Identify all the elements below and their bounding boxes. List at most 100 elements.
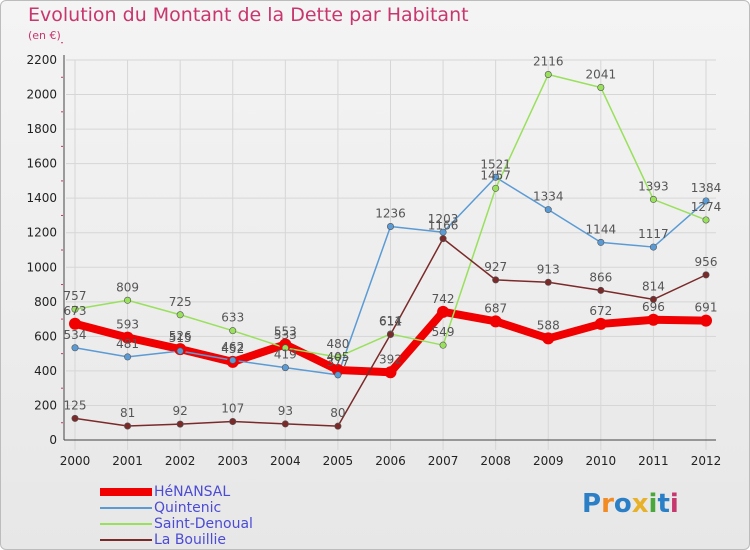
data-point xyxy=(124,422,132,430)
data-point xyxy=(594,317,607,330)
data-label: 515 xyxy=(169,331,192,345)
data-label: 80 xyxy=(330,406,345,420)
data-point xyxy=(439,341,447,349)
data-point xyxy=(542,332,555,345)
data-label: 593 xyxy=(116,318,139,332)
x-tick-label: 2004 xyxy=(270,454,301,468)
data-label: 405 xyxy=(326,350,349,364)
data-point xyxy=(544,206,552,214)
y-tick-label: 2000 xyxy=(26,88,57,102)
data-label: 462 xyxy=(221,340,244,354)
data-label: 107 xyxy=(221,402,244,416)
data-point xyxy=(331,364,344,377)
data-point xyxy=(597,83,605,91)
data-label: 2116 xyxy=(533,55,564,69)
legend-label: La Bouillie xyxy=(154,532,227,548)
data-point xyxy=(702,216,710,224)
data-label: 673 xyxy=(64,304,87,318)
data-label: 1203 xyxy=(428,212,459,226)
data-point xyxy=(649,195,657,203)
x-tick-label: 2007 xyxy=(428,454,459,468)
data-label: 611 xyxy=(379,314,402,328)
data-point xyxy=(492,276,500,284)
x-tick-label: 2005 xyxy=(323,454,354,468)
data-label: 534 xyxy=(64,328,87,342)
data-point xyxy=(334,371,342,379)
data-label: 377 xyxy=(326,355,349,369)
data-point xyxy=(281,364,289,372)
data-point xyxy=(334,353,342,361)
data-point xyxy=(437,305,450,318)
data-label: 2041 xyxy=(586,67,617,81)
legend-swatch xyxy=(100,523,152,525)
data-point xyxy=(702,197,710,205)
data-point xyxy=(439,235,447,243)
data-label: 1166 xyxy=(428,219,459,233)
y-tick-label: 1800 xyxy=(26,122,57,136)
x-tick-label: 2003 xyxy=(217,454,248,468)
y-tick-label: 2200 xyxy=(26,53,57,67)
data-label: 687 xyxy=(484,301,507,315)
data-point xyxy=(176,420,184,428)
data-point xyxy=(597,286,605,294)
data-point xyxy=(386,223,394,231)
logo-letter: x xyxy=(631,489,649,519)
x-tick-label: 2008 xyxy=(480,454,511,468)
data-point xyxy=(229,356,237,364)
logo-letter: i xyxy=(669,489,679,519)
chart-title: Evolution du Montant de la Dette par Hab… xyxy=(28,4,469,26)
y-tick-label: 1200 xyxy=(26,226,57,240)
data-label: 452 xyxy=(221,342,244,356)
data-label: 1393 xyxy=(638,179,669,193)
data-label: 553 xyxy=(274,324,297,338)
data-point xyxy=(176,347,184,355)
chart-subtitle: (en €) xyxy=(28,29,61,42)
logo-letter: i xyxy=(648,489,658,519)
y-tick-label: 600 xyxy=(34,329,57,343)
legend-label: Quintenic xyxy=(154,500,222,516)
data-label: 93 xyxy=(278,404,293,418)
data-point xyxy=(649,243,657,251)
data-label: 614 xyxy=(379,314,402,328)
data-label: 1144 xyxy=(586,222,617,236)
y-tick-label: 400 xyxy=(34,364,57,378)
data-point xyxy=(492,184,500,192)
data-point xyxy=(597,238,605,246)
data-point xyxy=(702,271,710,279)
data-label: 672 xyxy=(589,304,612,318)
data-point xyxy=(489,315,502,328)
data-label: 696 xyxy=(642,300,665,314)
data-label: 1334 xyxy=(533,190,564,204)
legend-swatch xyxy=(100,488,152,496)
data-point xyxy=(71,344,79,352)
x-tick-label: 2006 xyxy=(375,454,406,468)
data-label: 814 xyxy=(642,279,665,293)
data-label: 809 xyxy=(116,280,139,294)
data-label: 1521 xyxy=(480,157,511,171)
x-tick-label: 2000 xyxy=(60,454,91,468)
legend-label: HéNANSAL xyxy=(154,484,231,500)
data-label: 866 xyxy=(589,270,612,284)
data-point xyxy=(281,344,289,352)
data-label: 1274 xyxy=(691,200,722,214)
data-point xyxy=(384,366,397,379)
legend-swatch xyxy=(100,539,152,541)
data-label: 725 xyxy=(169,295,192,309)
logo-letter: P xyxy=(582,489,602,519)
data-point xyxy=(386,330,394,338)
data-point xyxy=(124,296,132,304)
data-label: 419 xyxy=(274,348,297,362)
data-point xyxy=(700,314,712,327)
data-point xyxy=(229,418,237,426)
data-point xyxy=(281,420,289,428)
proxiti-logo: Proxiti xyxy=(582,489,679,519)
data-label: 757 xyxy=(64,289,87,303)
y-tick-label: 1400 xyxy=(26,191,57,205)
data-label: 81 xyxy=(120,406,135,420)
data-label: 742 xyxy=(432,292,455,306)
data-label: 533 xyxy=(274,328,297,342)
x-tick-label: 2001 xyxy=(112,454,143,468)
data-label: 481 xyxy=(116,337,139,351)
data-point xyxy=(334,422,342,430)
